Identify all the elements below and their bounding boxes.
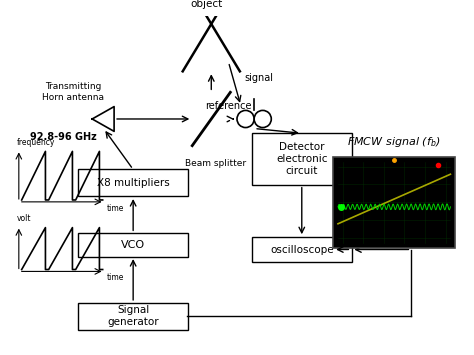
Text: time: time xyxy=(107,204,124,213)
Text: frequency: frequency xyxy=(17,138,55,147)
FancyBboxPatch shape xyxy=(333,157,455,247)
FancyBboxPatch shape xyxy=(78,169,188,196)
Text: signal: signal xyxy=(245,73,273,83)
Text: Beam splitter: Beam splitter xyxy=(185,159,246,168)
Text: FMCW signal ($f_b$): FMCW signal ($f_b$) xyxy=(347,136,441,149)
Text: oscilloscope: oscilloscope xyxy=(270,245,334,255)
FancyBboxPatch shape xyxy=(252,237,352,262)
Text: Detector
electronic
circuit: Detector electronic circuit xyxy=(276,142,328,176)
Text: Transmitting
Horn antenna: Transmitting Horn antenna xyxy=(42,82,104,102)
Text: volt: volt xyxy=(17,214,31,223)
FancyBboxPatch shape xyxy=(78,303,188,329)
FancyBboxPatch shape xyxy=(78,233,188,257)
FancyBboxPatch shape xyxy=(252,133,352,185)
Text: time: time xyxy=(107,273,124,282)
Text: reference: reference xyxy=(205,102,252,111)
Text: Signal
generator: Signal generator xyxy=(107,305,159,327)
Text: VCO: VCO xyxy=(121,240,145,250)
Text: 92.8-96 GHz: 92.8-96 GHz xyxy=(30,132,97,142)
Text: object: object xyxy=(191,0,223,10)
Text: X8 multipliers: X8 multipliers xyxy=(97,178,170,188)
